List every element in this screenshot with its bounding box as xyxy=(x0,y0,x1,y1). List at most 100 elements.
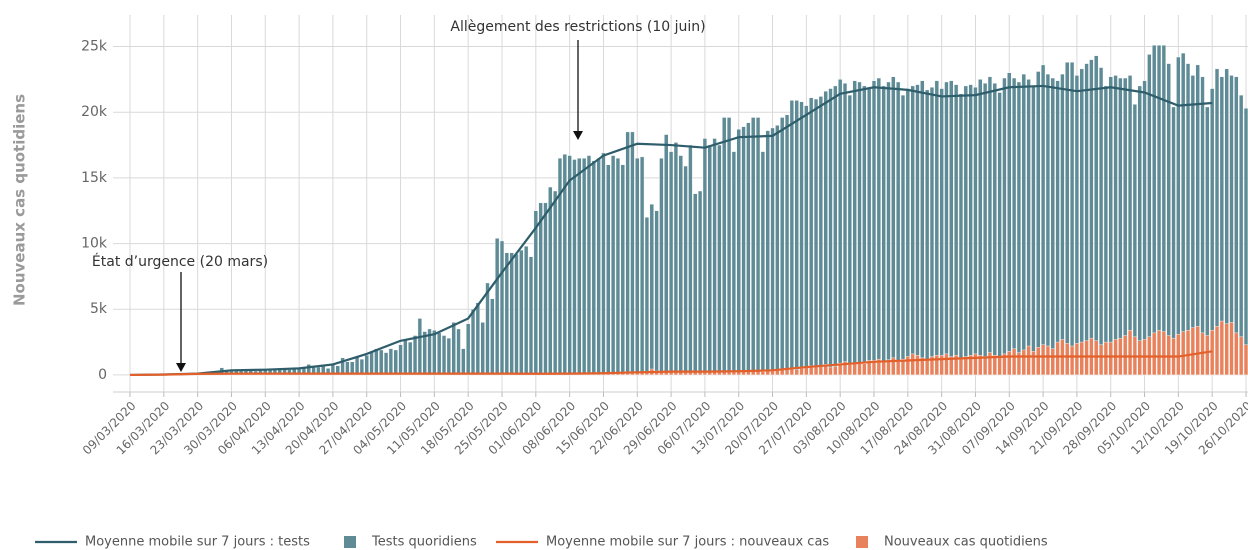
bar xyxy=(818,96,823,376)
bar xyxy=(364,355,369,376)
bar xyxy=(398,344,403,376)
bar xyxy=(910,353,915,376)
bar xyxy=(548,186,553,376)
bar xyxy=(673,142,679,376)
bar xyxy=(451,322,456,376)
bar xyxy=(379,349,384,376)
y-tick-label: 25k xyxy=(81,39,108,55)
bar xyxy=(1200,76,1205,376)
bar xyxy=(1243,344,1248,376)
bar xyxy=(1021,349,1026,376)
bar xyxy=(794,369,799,376)
bar xyxy=(891,357,896,376)
bar xyxy=(422,331,427,376)
bar xyxy=(992,355,997,376)
bar xyxy=(925,358,930,376)
bar xyxy=(1060,73,1065,376)
bar xyxy=(533,210,538,376)
bar xyxy=(1205,106,1210,376)
bar xyxy=(1098,67,1104,376)
bar xyxy=(934,80,939,376)
bar xyxy=(886,359,891,376)
bar xyxy=(1065,343,1070,376)
bar xyxy=(1079,341,1084,376)
bar xyxy=(867,360,872,376)
bar xyxy=(741,126,746,376)
bar xyxy=(383,352,389,376)
bar xyxy=(461,348,466,376)
bar xyxy=(1050,348,1055,376)
bar xyxy=(1156,330,1162,376)
bar xyxy=(1190,327,1195,376)
bar xyxy=(939,88,944,376)
bar xyxy=(1181,52,1186,376)
bar xyxy=(1031,351,1036,376)
bar xyxy=(934,355,939,376)
bar xyxy=(1103,85,1109,376)
bar xyxy=(784,114,790,376)
bar xyxy=(702,138,708,376)
annotation: Allègement des restrictions (10 juin) xyxy=(450,19,705,35)
bar xyxy=(417,318,423,376)
bar xyxy=(876,77,881,376)
bar xyxy=(1084,340,1089,376)
bar xyxy=(1214,326,1220,376)
bar xyxy=(1069,345,1075,376)
bar xyxy=(1195,326,1200,376)
bar xyxy=(1185,330,1191,376)
bar xyxy=(635,157,640,376)
bar xyxy=(828,88,833,376)
bar xyxy=(499,240,505,376)
bar xyxy=(794,100,799,376)
bar xyxy=(1239,336,1244,376)
bar xyxy=(1098,344,1104,376)
bar xyxy=(770,127,775,376)
bar xyxy=(668,151,674,376)
bar xyxy=(620,164,625,376)
bar xyxy=(1161,45,1167,376)
bar xyxy=(842,83,848,376)
bar xyxy=(1234,332,1239,376)
bar xyxy=(707,144,712,376)
bar xyxy=(581,157,587,376)
y-tick-label: 0 xyxy=(98,367,107,383)
bar xyxy=(393,349,398,376)
bar xyxy=(688,144,693,376)
bar xyxy=(736,129,741,376)
bar xyxy=(654,210,659,376)
bar xyxy=(567,155,572,376)
bar xyxy=(432,330,437,376)
bar xyxy=(997,92,1002,376)
bar xyxy=(475,302,480,376)
bar xyxy=(1050,77,1055,376)
bar xyxy=(871,80,877,376)
bar xyxy=(1224,323,1229,376)
bar xyxy=(784,369,790,376)
bar xyxy=(973,353,978,376)
bar xyxy=(900,358,906,376)
annotation: État d’urgence (20 mars) xyxy=(92,253,268,270)
bar xyxy=(408,341,413,376)
bar xyxy=(446,337,451,376)
bar xyxy=(601,152,606,376)
bar xyxy=(514,253,519,376)
annotation-arrowhead xyxy=(176,363,186,372)
bar xyxy=(591,160,596,376)
bar xyxy=(900,94,906,376)
bar xyxy=(823,364,828,376)
bar xyxy=(905,88,910,376)
bar xyxy=(982,83,988,376)
bar xyxy=(1069,62,1075,376)
bar xyxy=(978,355,983,376)
bar xyxy=(1132,104,1138,376)
bar xyxy=(847,94,852,376)
bar xyxy=(1147,54,1152,376)
bar xyxy=(746,122,751,376)
bar xyxy=(586,155,592,376)
bar xyxy=(1016,81,1022,376)
bar xyxy=(992,83,997,376)
bar xyxy=(697,190,703,376)
bar xyxy=(968,355,973,376)
bar xyxy=(1142,80,1147,376)
bar xyxy=(441,335,447,376)
